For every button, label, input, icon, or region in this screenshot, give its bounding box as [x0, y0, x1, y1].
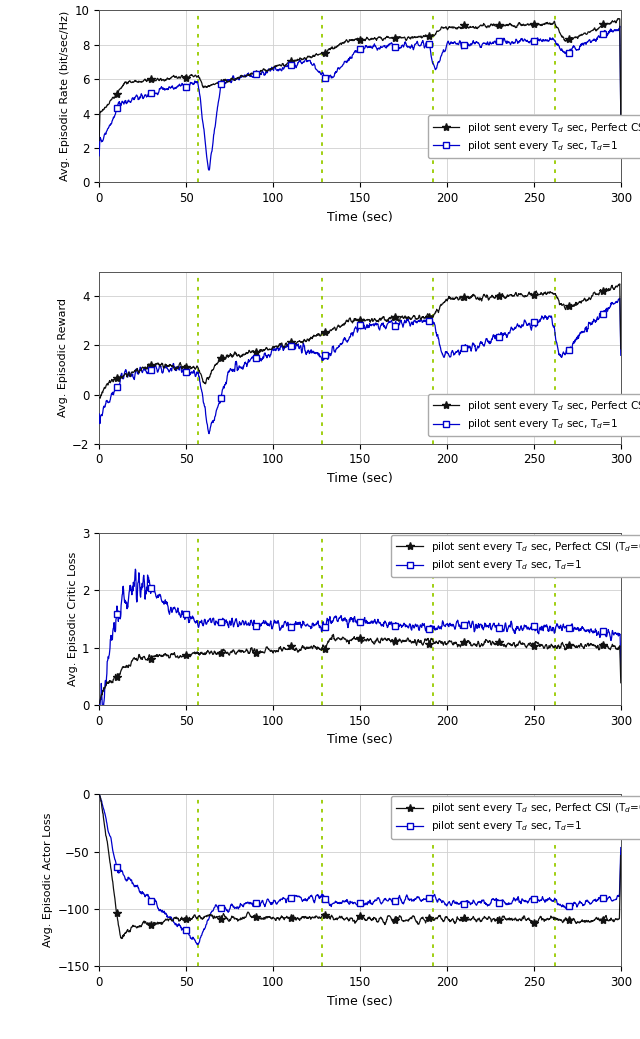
X-axis label: Time (sec): Time (sec) — [327, 211, 393, 223]
X-axis label: Time (sec): Time (sec) — [327, 994, 393, 1008]
Legend: pilot sent every T$_d$ sec, Perfect CSI (T$_d$=0), pilot sent every T$_d$ sec, T: pilot sent every T$_d$ sec, Perfect CSI … — [428, 394, 640, 436]
Y-axis label: Avg. Episodic Critic Loss: Avg. Episodic Critic Loss — [68, 552, 78, 686]
X-axis label: Time (sec): Time (sec) — [327, 472, 393, 485]
Legend: pilot sent every T$_d$ sec, Perfect CSI (T$_d$=0), pilot sent every T$_d$ sec, T: pilot sent every T$_d$ sec, Perfect CSI … — [391, 535, 640, 578]
Legend: pilot sent every T$_d$ sec, Perfect CSI (T$_d$=0), pilot sent every T$_d$ sec, T: pilot sent every T$_d$ sec, Perfect CSI … — [428, 115, 640, 158]
Y-axis label: Avg. Episodic Rate (bit/sec/Hz): Avg. Episodic Rate (bit/sec/Hz) — [60, 11, 70, 182]
Y-axis label: Avg. Episodic Reward: Avg. Episodic Reward — [58, 298, 68, 418]
Legend: pilot sent every T$_d$ sec, Perfect CSI (T$_d$=0), pilot sent every T$_d$ sec, T: pilot sent every T$_d$ sec, Perfect CSI … — [391, 796, 640, 838]
Y-axis label: Avg. Episodic Actor Loss: Avg. Episodic Actor Loss — [43, 814, 53, 948]
X-axis label: Time (sec): Time (sec) — [327, 734, 393, 746]
